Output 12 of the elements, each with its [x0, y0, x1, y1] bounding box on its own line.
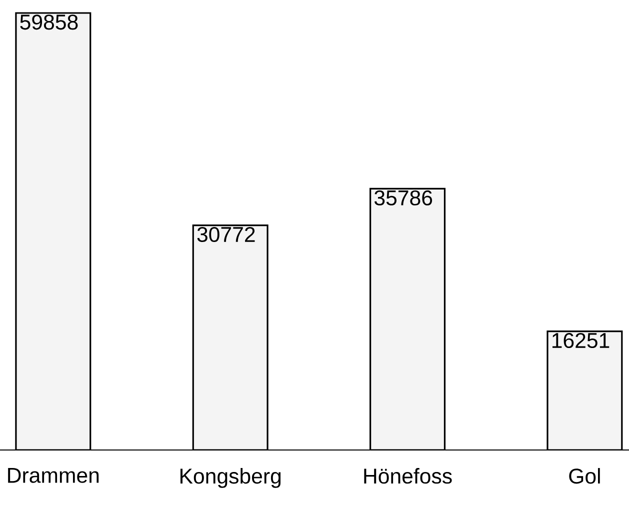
data-label: 16251 — [552, 332, 610, 348]
bar — [192, 224, 268, 450]
bar — [546, 330, 623, 450]
data-label: 30772 — [197, 226, 255, 242]
bar — [15, 12, 92, 450]
data-label: 59858 — [20, 14, 78, 30]
x-tick-label: Hönefoss — [364, 468, 452, 484]
bar — [370, 188, 446, 450]
x-tick-label: Gol — [569, 468, 600, 484]
data-label: 35786 — [374, 190, 432, 206]
x-tick-label: Drammen — [8, 468, 99, 483]
x-tick-label: Kongsberg — [180, 468, 281, 488]
